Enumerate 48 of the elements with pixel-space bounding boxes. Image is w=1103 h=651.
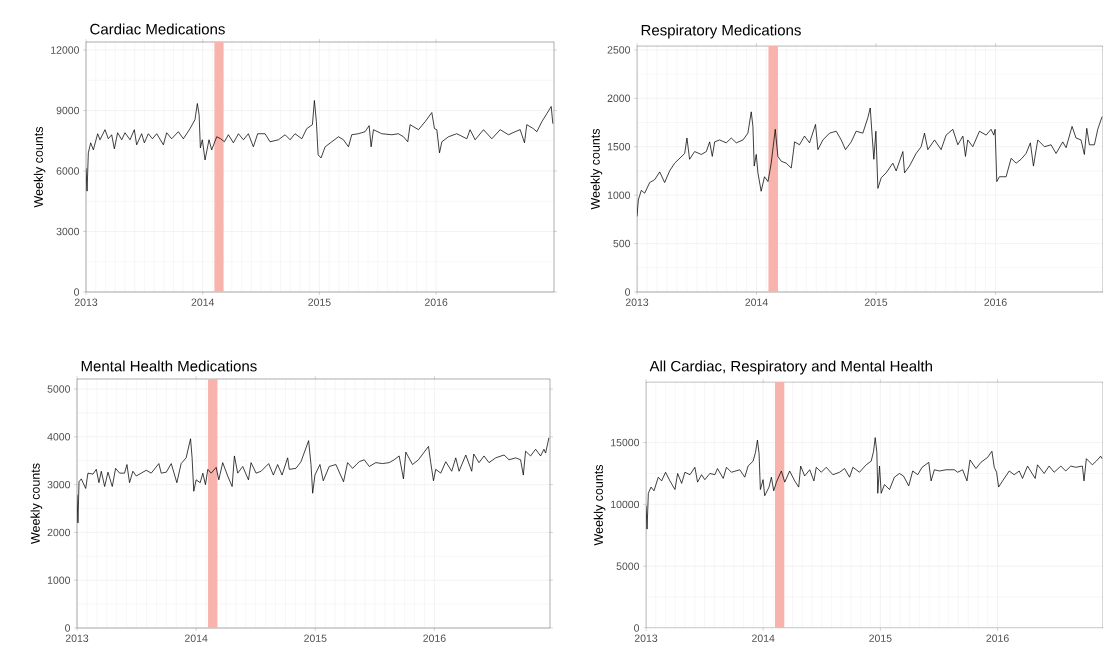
x-tick-label: 2013	[625, 298, 649, 306]
y-axis-title: Weekly counts	[590, 128, 603, 210]
chart-title: Respiratory Medications	[641, 24, 801, 39]
x-tick-label: 2016	[984, 298, 1007, 306]
x-tick-label: 2016	[423, 634, 446, 642]
x-tick-label: 2013	[634, 634, 658, 642]
x-tick-label: 2013	[65, 634, 89, 642]
x-tick-label: 2015	[304, 634, 327, 642]
x-tick-label: 2014	[752, 634, 775, 642]
y-tick-label: 3000	[47, 480, 71, 489]
y-tick-label: 500	[613, 239, 631, 248]
y-tick-label: 0	[625, 288, 631, 296]
y-tick-label: 1000	[47, 576, 71, 584]
y-tick-label: 1000	[607, 191, 631, 199]
y-tick-label: 2500	[607, 46, 631, 54]
y-axis-title: Weekly counts	[593, 464, 606, 546]
line-series	[646, 437, 1103, 530]
y-tick-label: 5000	[616, 562, 640, 570]
line-series	[77, 437, 550, 524]
x-tick-label: 2014	[191, 298, 215, 306]
y-tick-label: 0	[65, 624, 71, 632]
chart-title: Cardiac Medications	[90, 23, 225, 35]
line-series	[86, 100, 554, 192]
y-axis-title: Weekly counts	[30, 463, 43, 544]
y-axis-title: Weekly counts	[33, 126, 46, 208]
y-tick-label: 0	[634, 624, 640, 632]
x-tick-label: 2015	[308, 298, 331, 306]
x-tick-label: 2014	[185, 634, 208, 642]
y-tick-label: 3000	[56, 227, 80, 236]
x-tick-label: 2014	[745, 298, 768, 306]
chart-title: All Cardiac, Respiratory and Mental Health	[649, 360, 932, 375]
x-tick-label: 2016	[986, 634, 1009, 642]
y-tick-label: 5000	[47, 385, 71, 393]
x-tick-label: 2013	[74, 298, 98, 306]
y-tick-label: 6000	[56, 167, 80, 175]
y-tick-label: 15000	[611, 438, 640, 447]
x-tick-label: 2015	[864, 298, 888, 306]
y-tick-label: 1500	[607, 143, 631, 151]
y-tick-label: 0	[74, 288, 80, 296]
y-tick-label: 10000	[611, 500, 640, 509]
y-tick-label: 2000	[47, 528, 71, 537]
x-tick-label: 2016	[424, 298, 448, 306]
y-tick-label: 9000	[56, 106, 80, 115]
y-tick-label: 4000	[47, 433, 71, 441]
chart-title: Mental Health Medications	[81, 360, 257, 372]
x-tick-label: 2015	[869, 634, 892, 642]
y-tick-label: 2000	[607, 94, 631, 103]
y-tick-label: 12000	[51, 46, 80, 54]
